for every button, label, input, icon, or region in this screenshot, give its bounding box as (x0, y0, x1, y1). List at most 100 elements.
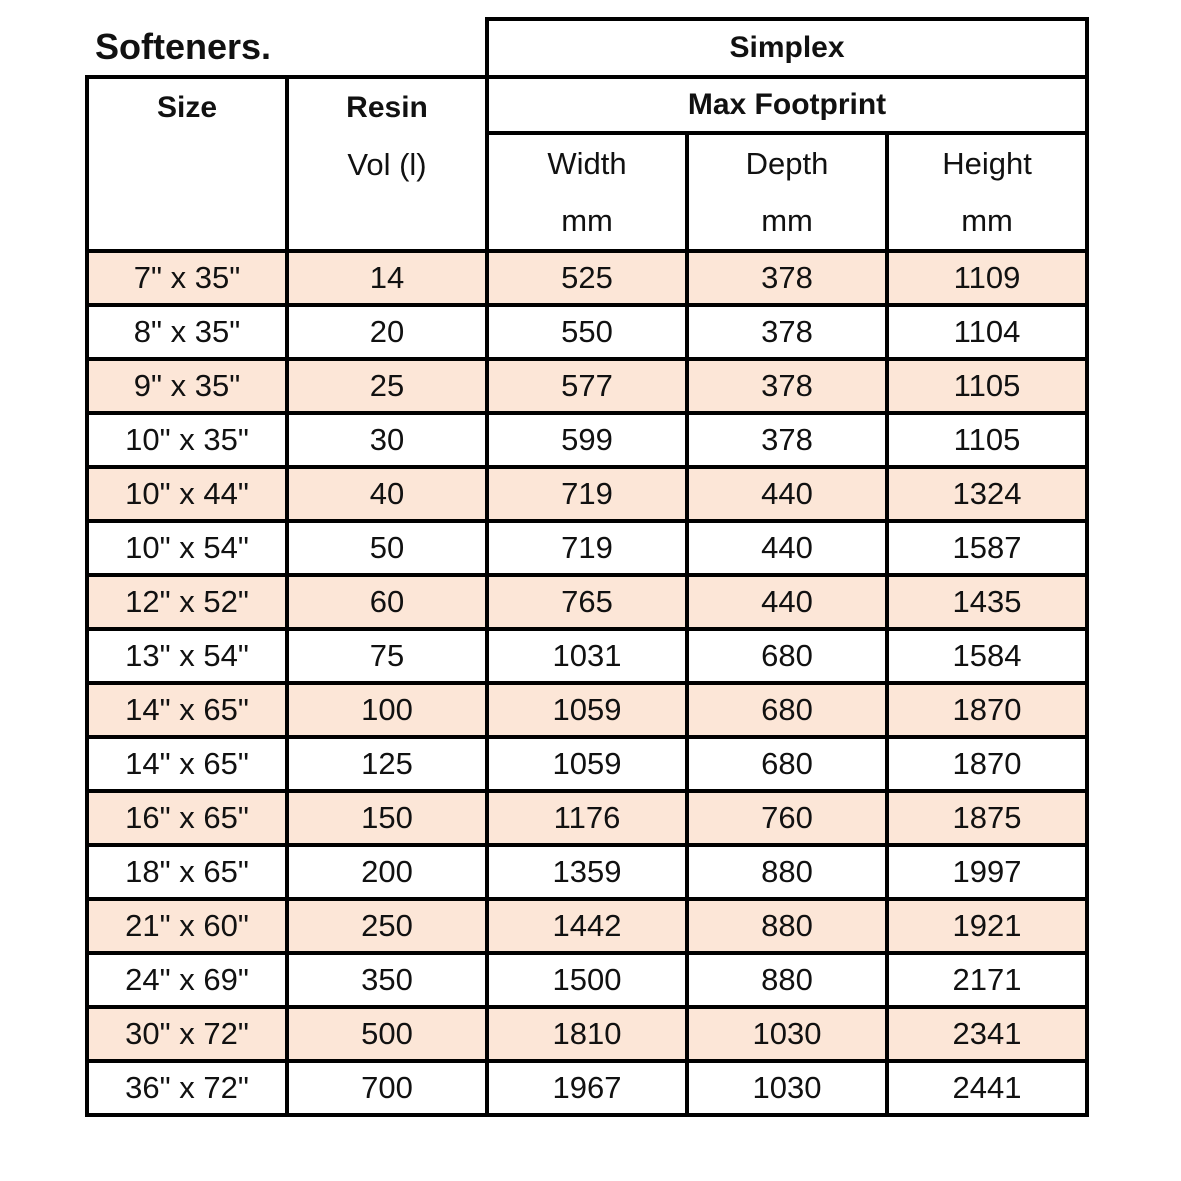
header-depth-label: Depth (745, 146, 829, 181)
cell-width: 1967 (485, 1059, 690, 1117)
cell-size: 10" x 35" (85, 411, 289, 469)
cell-width: 1810 (485, 1005, 690, 1063)
cell-width: 1059 (485, 681, 690, 739)
table-body: 7" x 35" 14 525 378 1109 8" x 35" 20 550 378 1104… (85, 249, 1090, 1117)
group-header-simplex: Simplex (485, 17, 1090, 79)
cell-height: 1875 (885, 789, 1090, 847)
cell-depth: 378 (685, 357, 890, 415)
cell-height: 1997 (885, 843, 1090, 901)
cell-size: 14" x 65" (85, 735, 289, 793)
cell-width: 1176 (485, 789, 690, 847)
cell-width: 550 (485, 303, 690, 361)
header-depth: Depth mm (685, 131, 890, 253)
cell-resin-vol: 60 (284, 573, 490, 631)
cell-height: 1324 (885, 465, 1090, 523)
cell-depth: 880 (685, 897, 890, 955)
table-row: 7" x 35" 14 525 378 1109 (85, 249, 1090, 307)
header-size: Size (85, 75, 289, 253)
cell-width: 577 (485, 357, 690, 415)
cell-resin-vol: 250 (284, 897, 490, 955)
cell-width: 719 (485, 519, 690, 577)
cell-depth: 440 (685, 465, 890, 523)
cell-depth: 378 (685, 411, 890, 469)
header-resin-unit: Vol (l) (347, 147, 427, 182)
table-row: 36" x 72" 700 1967 1030 2441 (85, 1059, 1090, 1117)
header-height-unit: mm (961, 203, 1013, 238)
cell-height: 2441 (885, 1059, 1090, 1117)
table-row: 30" x 72" 500 1810 1030 2341 (85, 1005, 1090, 1063)
table-row: 9" x 35" 25 577 378 1105 (85, 357, 1090, 415)
cell-resin-vol: 350 (284, 951, 490, 1009)
cell-depth: 880 (685, 843, 890, 901)
table-row: 16" x 65" 150 1176 760 1875 (85, 789, 1090, 847)
cell-height: 1105 (885, 357, 1090, 415)
softeners-table: Softeners. Simplex Size Resin Vol (l) Ma… (85, 17, 1090, 1117)
table-row: 18" x 65" 200 1359 880 1997 (85, 843, 1090, 901)
header-max-footprint: Max Footprint (485, 75, 1090, 135)
cell-width: 1359 (485, 843, 690, 901)
table-row: 10" x 35" 30 599 378 1105 (85, 411, 1090, 469)
cell-width: 1442 (485, 897, 690, 955)
header-width: Width mm (485, 131, 690, 253)
cell-resin-vol: 40 (284, 465, 490, 523)
header-depth-unit: mm (761, 203, 813, 238)
cell-size: 13" x 54" (85, 627, 289, 685)
cell-depth: 1030 (685, 1005, 890, 1063)
cell-size: 9" x 35" (85, 357, 289, 415)
cell-resin-vol: 25 (284, 357, 490, 415)
header-resin: Resin Vol (l) (284, 75, 490, 253)
cell-height: 1921 (885, 897, 1090, 955)
table-row: 24" x 69" 350 1500 880 2171 (85, 951, 1090, 1009)
table-row: 8" x 35" 20 550 378 1104 (85, 303, 1090, 361)
cell-depth: 760 (685, 789, 890, 847)
cell-resin-vol: 50 (284, 519, 490, 577)
cell-height: 1584 (885, 627, 1090, 685)
cell-depth: 680 (685, 627, 890, 685)
cell-size: 14" x 65" (85, 681, 289, 739)
table-row: 10" x 54" 50 719 440 1587 (85, 519, 1090, 577)
header-width-unit: mm (561, 203, 613, 238)
cell-width: 719 (485, 465, 690, 523)
cell-size: 12" x 52" (85, 573, 289, 631)
cell-resin-vol: 75 (284, 627, 490, 685)
cell-depth: 378 (685, 249, 890, 307)
cell-width: 599 (485, 411, 690, 469)
cell-height: 2341 (885, 1005, 1090, 1063)
cell-size: 8" x 35" (85, 303, 289, 361)
cell-height: 1587 (885, 519, 1090, 577)
cell-resin-vol: 125 (284, 735, 490, 793)
cell-width: 525 (485, 249, 690, 307)
table-row: 21" x 60" 250 1442 880 1921 (85, 897, 1090, 955)
cell-height: 2171 (885, 951, 1090, 1009)
table-row: 14" x 65" 100 1059 680 1870 (85, 681, 1090, 739)
table-row: 12" x 52" 60 765 440 1435 (85, 573, 1090, 631)
cell-width: 1031 (485, 627, 690, 685)
cell-depth: 680 (685, 681, 890, 739)
cell-resin-vol: 150 (284, 789, 490, 847)
cell-width: 1500 (485, 951, 690, 1009)
cell-size: 24" x 69" (85, 951, 289, 1009)
header-height-label: Height (942, 146, 1032, 181)
cell-width: 1059 (485, 735, 690, 793)
cell-size: 10" x 44" (85, 465, 289, 523)
cell-depth: 1030 (685, 1059, 890, 1117)
cell-size: 30" x 72" (85, 1005, 289, 1063)
cell-depth: 440 (685, 573, 890, 631)
table-row: 13" x 54" 75 1031 680 1584 (85, 627, 1090, 685)
cell-resin-vol: 30 (284, 411, 490, 469)
cell-height: 1105 (885, 411, 1090, 469)
cell-height: 1870 (885, 681, 1090, 739)
cell-size: 21" x 60" (85, 897, 289, 955)
cell-size: 18" x 65" (85, 843, 289, 901)
cell-height: 1435 (885, 573, 1090, 631)
header-height: Height mm (885, 131, 1090, 253)
table-row: 10" x 44" 40 719 440 1324 (85, 465, 1090, 523)
cell-height: 1870 (885, 735, 1090, 793)
cell-resin-vol: 500 (284, 1005, 490, 1063)
cell-size: 10" x 54" (85, 519, 289, 577)
cell-resin-vol: 100 (284, 681, 490, 739)
cell-depth: 440 (685, 519, 890, 577)
header-width-label: Width (547, 146, 627, 181)
cell-resin-vol: 200 (284, 843, 490, 901)
table-title: Softeners. (95, 26, 272, 67)
